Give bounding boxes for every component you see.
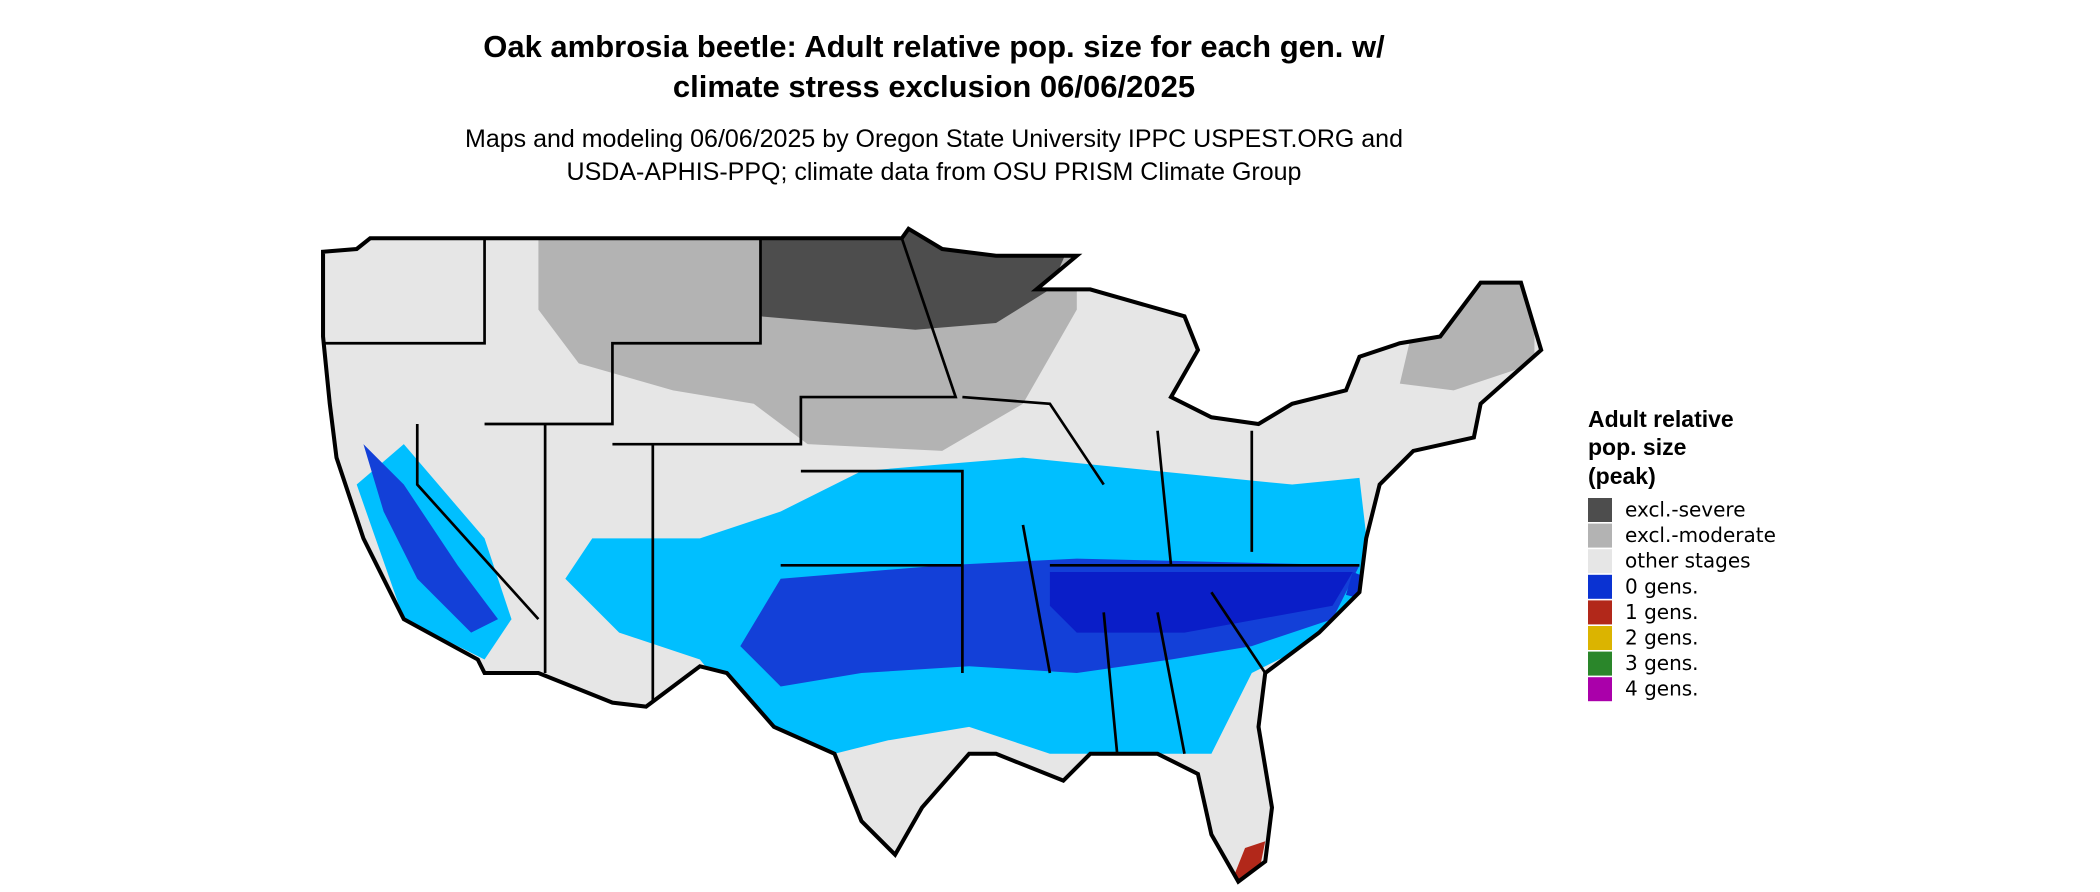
legend-label: other stages [1625, 549, 1751, 573]
title: Oak ambrosia beetle: Adult relative pop.… [483, 29, 1385, 64]
legend-swatch [1588, 574, 1612, 599]
legend-swatch [1588, 651, 1612, 676]
legend-label: 3 gens. [1625, 651, 1699, 675]
legend-swatch [1588, 523, 1612, 548]
legend-title: Adult relative [1588, 406, 1734, 432]
legend-label: 0 gens. [1625, 574, 1699, 598]
legend-label: 2 gens. [1625, 626, 1699, 650]
legend-title: pop. size [1588, 434, 1686, 460]
legend-swatch [1588, 549, 1612, 574]
legend-swatch [1588, 600, 1612, 625]
title: climate stress exclusion 06/06/2025 [673, 69, 1195, 104]
map [269, 202, 1615, 892]
legend-label: excl.-severe [1625, 498, 1746, 522]
legend-label: excl.-moderate [1625, 523, 1776, 547]
legend-label: 1 gens. [1625, 600, 1699, 624]
legend: Adult relative pop. size (peak) excl.-se… [1588, 406, 1776, 702]
legend-swatch [1588, 498, 1612, 522]
legend-swatch [1588, 626, 1612, 650]
state-borders [323, 237, 1360, 755]
subtitle: Maps and modeling 06/06/2025 by Oregon S… [465, 125, 1403, 153]
subtitle: USDA-APHIS-PPQ; climate data from OSU PR… [567, 158, 1302, 186]
legend-swatch [1588, 677, 1612, 702]
legend-title: (peak) [1588, 463, 1656, 489]
legend-label: 4 gens. [1625, 677, 1699, 701]
